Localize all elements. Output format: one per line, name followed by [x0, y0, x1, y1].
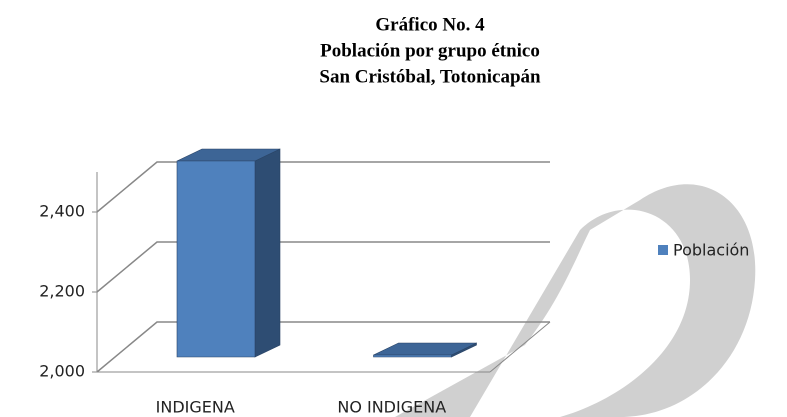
y-tick-label: 2,200 — [39, 282, 85, 301]
floor-edge — [489, 321, 551, 373]
bar — [373, 342, 477, 358]
legend-swatch — [658, 245, 668, 255]
grid-line — [96, 161, 550, 213]
grid-line — [96, 241, 550, 293]
y-tick-label: 2,000 — [39, 362, 85, 381]
x-tick-label: INDIGENA — [156, 398, 235, 417]
x-tick-label: NO INDIGENA — [337, 398, 446, 417]
legend-label: Población — [673, 241, 749, 260]
grid-line — [96, 321, 550, 373]
bar-face — [176, 160, 256, 358]
bar-face — [373, 354, 452, 358]
bar — [176, 148, 281, 358]
chart-title: Población por grupo étnico — [320, 40, 540, 61]
bar-face — [373, 342, 477, 356]
y-tick-label: 2,400 — [39, 202, 85, 221]
chart-title: San Cristóbal, Totonicapán — [319, 66, 541, 87]
watermark — [395, 184, 756, 417]
bar-face — [254, 148, 281, 358]
chart-title: Gráfico No. 4 — [375, 14, 485, 35]
